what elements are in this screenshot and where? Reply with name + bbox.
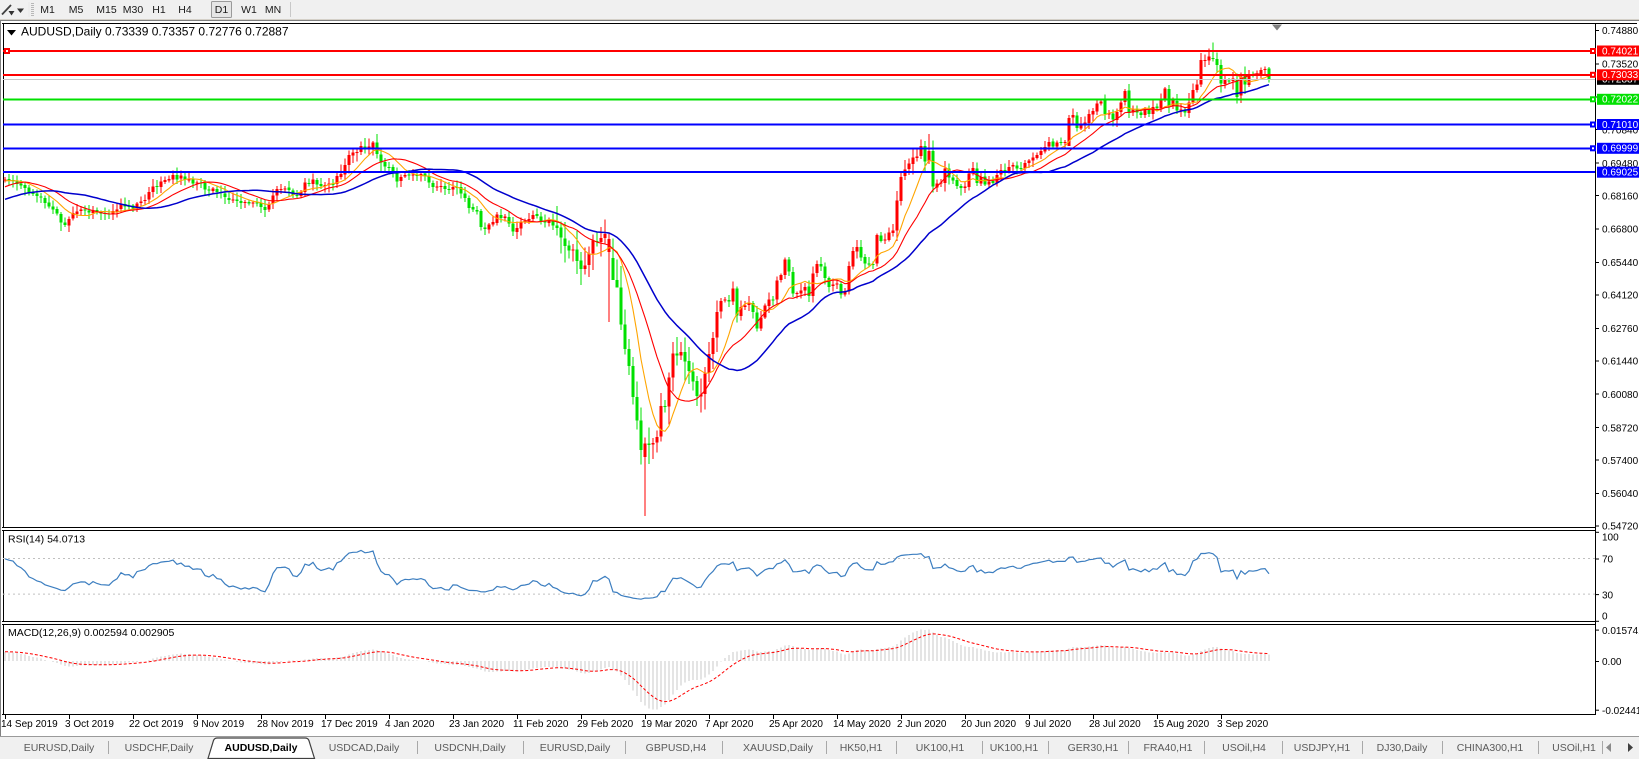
svg-text:0.62760: 0.62760	[1602, 324, 1639, 335]
svg-text:0.72022: 0.72022	[1602, 95, 1639, 106]
svg-text:19 Mar 2020: 19 Mar 2020	[641, 719, 698, 730]
svg-text:XAUUSD,Daily: XAUUSD,Daily	[743, 742, 814, 754]
svg-text:W1: W1	[241, 4, 257, 16]
svg-text:0.66800: 0.66800	[1602, 225, 1639, 236]
svg-text:0.70840: 0.70840	[1602, 125, 1639, 136]
svg-text:0.69025: 0.69025	[1602, 168, 1639, 179]
svg-text:22 Oct 2019: 22 Oct 2019	[129, 719, 184, 730]
svg-text:29 Feb 2020: 29 Feb 2020	[577, 719, 634, 730]
svg-text:0.68160: 0.68160	[1602, 191, 1639, 202]
svg-text:CHINA300,H1: CHINA300,H1	[1457, 742, 1524, 754]
svg-text:28 Jul 2020: 28 Jul 2020	[1089, 719, 1141, 730]
svg-text:0.69480: 0.69480	[1602, 159, 1639, 170]
svg-text:30: 30	[1602, 590, 1614, 601]
svg-text:0.73033: 0.73033	[1602, 70, 1639, 81]
svg-text:100: 100	[1602, 533, 1619, 544]
svg-text:M30: M30	[123, 4, 144, 16]
svg-text:FRA40,H1: FRA40,H1	[1143, 742, 1192, 754]
svg-text:3 Sep 2020: 3 Sep 2020	[1217, 719, 1269, 730]
svg-text:GBPUSD,H4: GBPUSD,H4	[646, 742, 707, 754]
svg-text:USDCAD,Daily: USDCAD,Daily	[329, 742, 400, 754]
svg-text:AUDUSD,Daily 0.73339 0.73357: AUDUSD,Daily 0.73339 0.73357 0.72776 0.7…	[21, 25, 289, 39]
svg-text:0.74880: 0.74880	[1602, 26, 1639, 37]
svg-text:0: 0	[1602, 612, 1608, 623]
svg-text:25 Apr 2020: 25 Apr 2020	[769, 719, 823, 730]
svg-text:0.57400: 0.57400	[1602, 456, 1639, 467]
svg-text:AUDUSD,Daily: AUDUSD,Daily	[225, 742, 298, 754]
svg-text:0.61440: 0.61440	[1602, 357, 1639, 368]
svg-text:9 Jul 2020: 9 Jul 2020	[1025, 719, 1072, 730]
svg-text:EURUSD,Daily: EURUSD,Daily	[24, 742, 95, 754]
svg-text:0.54720: 0.54720	[1602, 522, 1639, 533]
svg-text:23 Jan 2020: 23 Jan 2020	[449, 719, 504, 730]
svg-text:70: 70	[1602, 555, 1614, 566]
svg-text:0.73520: 0.73520	[1602, 60, 1639, 71]
svg-text:HK50,H1: HK50,H1	[840, 742, 883, 754]
svg-text:UK100,H1: UK100,H1	[916, 742, 965, 754]
svg-text:20 Jun 2020: 20 Jun 2020	[961, 719, 1016, 730]
svg-text:0.65440: 0.65440	[1602, 258, 1639, 269]
svg-text:0.69999: 0.69999	[1602, 144, 1639, 155]
svg-text:28 Nov 2019: 28 Nov 2019	[257, 719, 314, 730]
svg-text:14 May 2020: 14 May 2020	[833, 719, 891, 730]
svg-text:0.56040: 0.56040	[1602, 489, 1639, 500]
svg-text:0.64120: 0.64120	[1602, 291, 1639, 302]
svg-text:GER30,H1: GER30,H1	[1068, 742, 1119, 754]
svg-text:MN: MN	[265, 4, 281, 16]
svg-text:0.60080: 0.60080	[1602, 390, 1639, 401]
svg-text:15 Aug 2020: 15 Aug 2020	[1153, 719, 1210, 730]
svg-text:USOil,H4: USOil,H4	[1222, 742, 1266, 754]
svg-text:D1: D1	[215, 4, 229, 16]
svg-text:M5: M5	[69, 4, 84, 16]
svg-text:17 Dec 2019: 17 Dec 2019	[321, 719, 378, 730]
svg-text:EURUSD,Daily: EURUSD,Daily	[540, 742, 611, 754]
svg-text:USDJPY,H1: USDJPY,H1	[1294, 742, 1351, 754]
svg-text:4 Jan 2020: 4 Jan 2020	[385, 719, 435, 730]
svg-text:M1: M1	[40, 4, 55, 16]
svg-text:M15: M15	[96, 4, 117, 16]
svg-text:14 Sep 2019: 14 Sep 2019	[1, 719, 58, 730]
svg-text:UK100,H1: UK100,H1	[990, 742, 1039, 754]
svg-text:0.015741: 0.015741	[1602, 626, 1639, 637]
svg-text:RSI(14) 54.0713: RSI(14) 54.0713	[8, 534, 85, 546]
svg-text:MACD(12,26,9) 0.002594 0.00290: MACD(12,26,9) 0.002594 0.002905	[8, 627, 175, 639]
svg-text:9 Nov 2019: 9 Nov 2019	[193, 719, 245, 730]
svg-text:0.00: 0.00	[1602, 657, 1622, 668]
svg-text:0.58720: 0.58720	[1602, 423, 1639, 434]
svg-text:7 Apr 2020: 7 Apr 2020	[705, 719, 754, 730]
svg-text:3 Oct 2019: 3 Oct 2019	[65, 719, 114, 730]
svg-text:11 Feb 2020: 11 Feb 2020	[513, 719, 569, 730]
svg-text:USDCHF,Daily: USDCHF,Daily	[125, 742, 195, 754]
svg-text:H4: H4	[178, 4, 192, 16]
svg-text:2 Jun 2020: 2 Jun 2020	[897, 719, 947, 730]
svg-text:-0.024412: -0.024412	[1602, 706, 1639, 717]
svg-text:DJ30,Daily: DJ30,Daily	[1377, 742, 1429, 754]
svg-text:USDCNH,Daily: USDCNH,Daily	[434, 742, 506, 754]
svg-text:USOil,H1: USOil,H1	[1552, 742, 1596, 754]
svg-text:0.74021: 0.74021	[1602, 46, 1639, 57]
svg-text:H1: H1	[152, 4, 166, 16]
svg-text:0.71010: 0.71010	[1602, 120, 1639, 131]
